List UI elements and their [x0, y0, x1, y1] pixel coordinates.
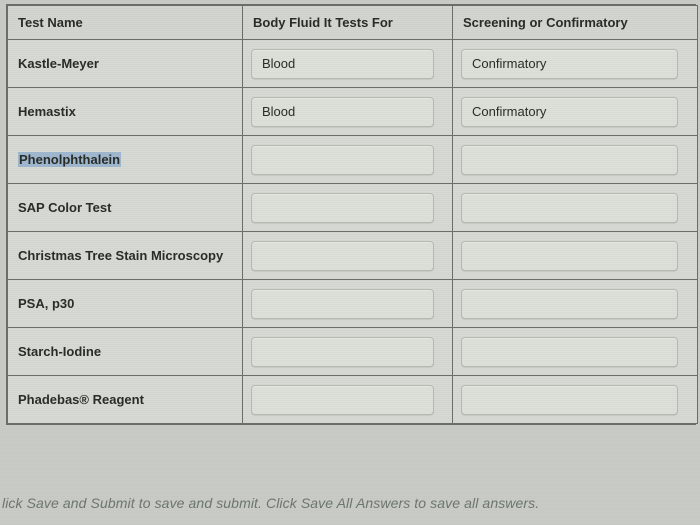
table-row: Starch-Iodine [8, 328, 698, 376]
type-input[interactable] [461, 193, 678, 223]
test-name-cell: Phadebas® Reagent [8, 376, 243, 424]
table-row: Phadebas® Reagent [8, 376, 698, 424]
test-name-cell: SAP Color Test [8, 184, 243, 232]
type-cell [453, 184, 698, 232]
forensic-tests-table: Test Name Body Fluid It Tests For Screen… [7, 5, 698, 424]
test-name-cell: Christmas Tree Stain Microscopy [8, 232, 243, 280]
type-input[interactable] [461, 241, 678, 271]
table-row: PSA, p30 [8, 280, 698, 328]
fluid-cell [243, 280, 453, 328]
type-input[interactable] [461, 145, 678, 175]
fluid-input[interactable] [251, 145, 434, 175]
fluid-input[interactable] [251, 193, 434, 223]
table-row: Phenolphthalein [8, 136, 698, 184]
save-submit-hint: lick Save and Submit to save and submit.… [0, 495, 700, 511]
test-name-cell: Starch-Iodine [8, 328, 243, 376]
type-cell [453, 232, 698, 280]
type-input[interactable] [461, 289, 678, 319]
type-cell [453, 376, 698, 424]
fluid-cell: Blood [243, 40, 453, 88]
table-header-row: Test Name Body Fluid It Tests For Screen… [8, 6, 698, 40]
test-name-cell: PSA, p30 [8, 280, 243, 328]
fluid-cell [243, 376, 453, 424]
fluid-input[interactable] [251, 385, 434, 415]
test-name-cell: Kastle-Meyer [8, 40, 243, 88]
fluid-cell: Blood [243, 88, 453, 136]
type-input[interactable] [461, 337, 678, 367]
fluid-cell [243, 328, 453, 376]
type-input[interactable]: Confirmatory [461, 49, 678, 79]
type-input[interactable]: Confirmatory [461, 97, 678, 127]
type-cell: Confirmatory [453, 88, 698, 136]
type-input[interactable] [461, 385, 678, 415]
type-cell: Confirmatory [453, 40, 698, 88]
fluid-cell [243, 232, 453, 280]
fluid-input[interactable] [251, 289, 434, 319]
worksheet-table-container: Test Name Body Fluid It Tests For Screen… [6, 4, 696, 425]
type-cell [453, 136, 698, 184]
table-row: Hemastix Blood Confirmatory [8, 88, 698, 136]
col-header-test-name: Test Name [8, 6, 243, 40]
fluid-cell [243, 136, 453, 184]
col-header-body-fluid: Body Fluid It Tests For [243, 6, 453, 40]
fluid-input[interactable]: Blood [251, 49, 434, 79]
fluid-input[interactable]: Blood [251, 97, 434, 127]
fluid-input[interactable] [251, 241, 434, 271]
fluid-cell [243, 184, 453, 232]
table-row: Christmas Tree Stain Microscopy [8, 232, 698, 280]
table-row: Kastle-Meyer Blood Confirmatory [8, 40, 698, 88]
type-cell [453, 328, 698, 376]
table-row: SAP Color Test [8, 184, 698, 232]
table-body: Kastle-Meyer Blood Confirmatory Hemastix… [8, 40, 698, 424]
test-name-cell: Phenolphthalein [8, 136, 243, 184]
fluid-input[interactable] [251, 337, 434, 367]
type-cell [453, 280, 698, 328]
test-name-cell: Hemastix [8, 88, 243, 136]
col-header-screening-confirmatory: Screening or Confirmatory [453, 6, 698, 40]
